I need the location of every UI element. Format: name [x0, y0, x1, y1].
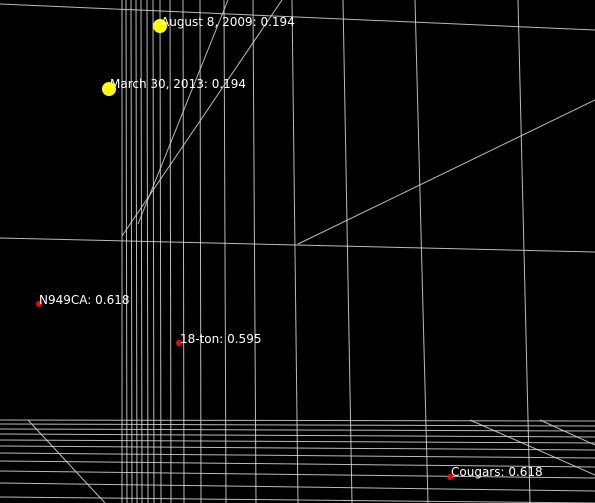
point-label-march-30-2013: March 30, 2013: 0.194 — [110, 77, 247, 91]
data-point[interactable] — [36, 301, 42, 307]
point-label-august-8-2009: August 8, 2009: 0.194 — [161, 15, 295, 29]
data-point[interactable] — [447, 474, 453, 480]
point-label-cougars: Cougars: 0.618 — [451, 465, 543, 479]
point-label-18-ton: 18-ton: 0.595 — [180, 332, 262, 346]
point-label-n949ca: N949CA: 0.618 — [39, 293, 130, 307]
data-point-highlight[interactable] — [102, 82, 116, 96]
data-point[interactable] — [176, 340, 182, 346]
data-point-highlight[interactable] — [153, 19, 167, 33]
